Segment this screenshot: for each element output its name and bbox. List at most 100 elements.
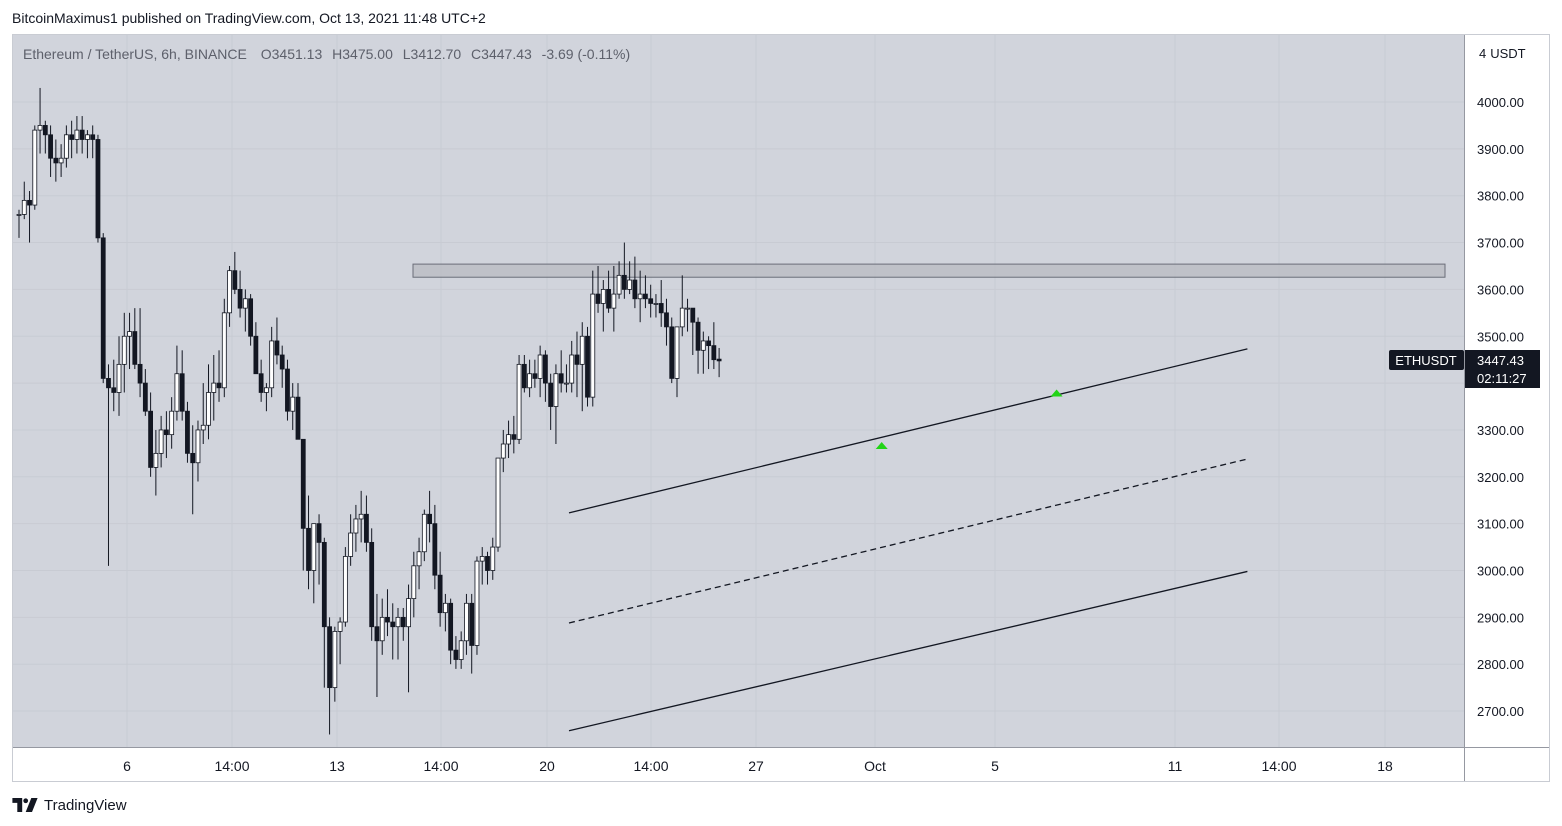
support-arrows xyxy=(875,389,1063,449)
candle xyxy=(411,551,417,618)
candle xyxy=(37,87,43,154)
candle-body xyxy=(285,368,290,412)
candle xyxy=(174,345,180,421)
candle xyxy=(111,359,117,412)
candle-body xyxy=(85,134,90,140)
legend-close-label: C xyxy=(471,46,481,62)
candle-body xyxy=(53,157,59,164)
candle xyxy=(500,429,506,473)
candle xyxy=(274,317,280,365)
candle-body xyxy=(369,541,375,628)
price-tick: 3800.00 xyxy=(1477,189,1524,204)
candle-body xyxy=(195,429,201,464)
candle xyxy=(100,233,106,384)
candle-body xyxy=(142,382,148,412)
legend-low-label: L xyxy=(403,46,411,62)
candle xyxy=(706,336,711,370)
candle xyxy=(211,354,217,421)
candle xyxy=(63,125,69,168)
candle-body xyxy=(200,424,206,431)
candle-body xyxy=(406,598,411,628)
candle-body xyxy=(643,293,648,300)
candle-body xyxy=(611,293,617,309)
channel-lines[interactable] xyxy=(568,348,1248,732)
candle-body xyxy=(658,303,664,314)
footer[interactable]: TradingView xyxy=(12,795,127,815)
candle xyxy=(490,537,496,580)
candle-body xyxy=(453,649,459,660)
candle xyxy=(679,275,685,337)
candle xyxy=(574,331,580,398)
candle xyxy=(648,284,654,318)
candle xyxy=(258,359,264,402)
candle-body xyxy=(274,340,280,356)
axis-currency-label[interactable]: 4 USDT xyxy=(1479,46,1526,61)
candle xyxy=(532,359,538,388)
plot-area[interactable] xyxy=(13,35,1464,747)
chart-svg[interactable]: Ethereum / TetherUS, 6h, BINANCE O3451.1… xyxy=(13,35,1549,781)
candle-body xyxy=(79,129,85,140)
candle xyxy=(700,331,706,374)
candle xyxy=(279,345,285,388)
candle xyxy=(485,551,490,585)
legend-symbol: Ethereum / TetherUS, 6h, BINANCE xyxy=(23,46,247,62)
candle xyxy=(653,294,659,318)
candle xyxy=(348,514,354,566)
candle-body xyxy=(42,125,48,136)
lock-icon: 4 xyxy=(1479,46,1486,61)
support-arrow xyxy=(1050,389,1063,397)
candle-body xyxy=(116,363,122,393)
candle-body xyxy=(258,373,264,393)
resistance-zone[interactable] xyxy=(412,263,1446,278)
candle-body xyxy=(669,326,675,379)
candle xyxy=(600,280,606,332)
candle-body xyxy=(90,134,96,140)
candle xyxy=(253,322,259,375)
candle-body xyxy=(537,354,543,379)
candle-body xyxy=(395,616,401,628)
candle xyxy=(664,298,669,346)
candle-body xyxy=(74,129,80,140)
candle-body xyxy=(264,387,269,393)
candle xyxy=(206,364,211,440)
candle-body xyxy=(679,307,685,328)
candle-body xyxy=(495,457,501,548)
time-tick: 14:00 xyxy=(423,758,458,774)
legend-high-label: H xyxy=(332,46,342,62)
time-axis[interactable]: 6 14:00 13 14:00 20 14:00 27 Oct 5 11 14:00 18 xyxy=(123,758,1393,774)
candle xyxy=(300,438,306,571)
candle-body xyxy=(21,199,27,215)
candle xyxy=(421,509,427,562)
candle xyxy=(290,383,296,430)
candle-body xyxy=(121,335,127,365)
candle xyxy=(221,298,227,398)
candle-body xyxy=(169,410,175,436)
candle xyxy=(385,589,390,637)
candle xyxy=(685,298,690,332)
price-tag-countdown: 02:11:27 xyxy=(1477,371,1527,386)
candle xyxy=(569,340,575,393)
price-tick: 2700.00 xyxy=(1477,704,1524,719)
candle-body xyxy=(32,129,38,206)
candle-body xyxy=(400,616,406,628)
candle xyxy=(321,537,327,688)
candle xyxy=(506,420,511,459)
candle xyxy=(342,547,348,627)
candle-body xyxy=(37,125,43,131)
candle xyxy=(369,528,375,641)
candle xyxy=(79,116,85,154)
candle-body xyxy=(127,331,132,337)
candle-body xyxy=(474,560,480,646)
candle-body xyxy=(185,410,190,454)
candle xyxy=(358,490,364,543)
candle xyxy=(242,289,248,332)
candle-body xyxy=(227,270,232,314)
candle-body xyxy=(585,335,590,398)
chart-container[interactable]: Ethereum / TetherUS, 6h, BINANCE O3451.1… xyxy=(12,34,1550,782)
candle-body xyxy=(27,199,32,206)
candle-body xyxy=(327,626,332,689)
candle-body xyxy=(690,307,696,323)
candle xyxy=(553,364,559,445)
candle-body xyxy=(442,602,448,614)
candle-body xyxy=(158,429,164,454)
